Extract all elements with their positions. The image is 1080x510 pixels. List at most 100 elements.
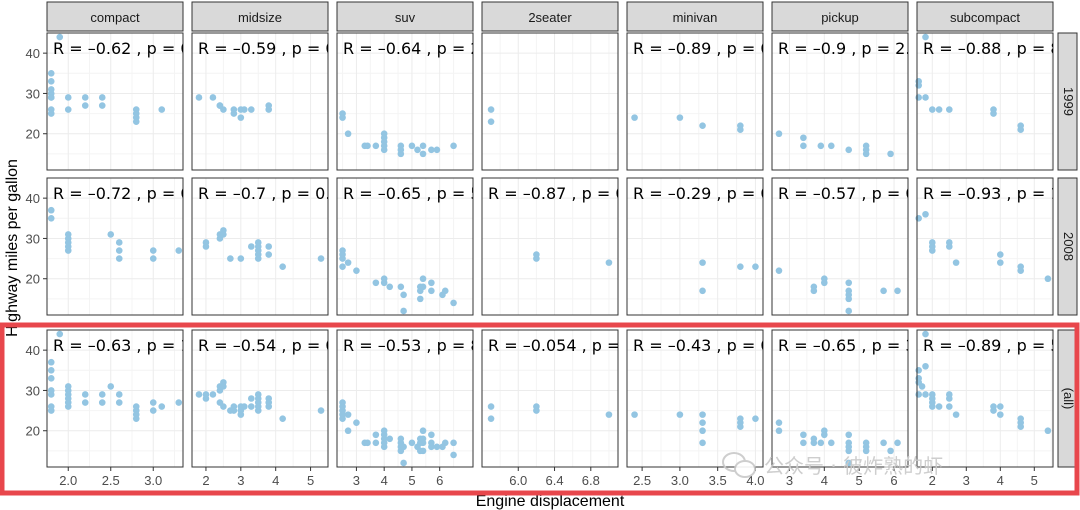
stat-label: R = –0.93 , p = 1.1: [923, 184, 1076, 203]
x-tick-label: 3.5: [709, 473, 727, 488]
data-point: [775, 427, 783, 435]
data-point: [344, 411, 352, 418]
y-tick-label: 20: [26, 127, 40, 142]
data-point: [894, 439, 901, 447]
stat-label: R = –0.89 , p = 0.0: [633, 39, 786, 58]
data-point: [81, 94, 89, 101]
data-point: [149, 255, 157, 262]
data-point: [433, 146, 441, 154]
data-point: [699, 411, 706, 418]
panel-subcompact-2008: R = –0.93 , p = 1.1: [915, 177, 1076, 316]
data-point: [64, 94, 72, 101]
data-point: [364, 142, 371, 150]
data-point: [339, 263, 346, 270]
data-point: [397, 435, 405, 443]
data-point: [397, 283, 405, 291]
x-tick-label: 5: [307, 473, 314, 488]
data-point: [419, 150, 427, 158]
data-point: [997, 259, 1004, 266]
data-point: [1044, 427, 1052, 435]
highlight-box-all-row: [0, 322, 1080, 496]
data-point: [98, 391, 106, 398]
data-point: [450, 299, 457, 307]
data-point: [845, 459, 853, 467]
data-point: [149, 407, 157, 414]
data-point: [935, 403, 943, 410]
data-point: [775, 130, 783, 138]
data-point: [47, 214, 55, 222]
x-tick-label: 5: [1031, 473, 1038, 488]
x-tick-label: 2.5: [633, 473, 651, 488]
data-point: [800, 134, 807, 142]
panel-suv-2008: R = –0.65 , p = 5.1: [336, 177, 474, 316]
x-tick-label: 3: [786, 473, 793, 488]
data-point: [845, 146, 853, 154]
data-point: [533, 407, 540, 414]
panel-minivan-2008: R = –0.29 , p = 0.6: [626, 177, 764, 316]
data-point: [699, 419, 706, 426]
data-point: [380, 279, 388, 287]
data-point: [1017, 415, 1024, 422]
data-point: [107, 231, 115, 238]
data-point: [98, 94, 106, 101]
data-point: [149, 399, 157, 406]
data-point: [817, 439, 825, 447]
row-strip-2008: [1057, 177, 1078, 316]
data-point: [56, 33, 64, 41]
x-tick-label: 5: [408, 473, 415, 488]
data-point: [115, 247, 123, 254]
data-point: [220, 403, 227, 410]
panel-2seater-2008: R = –0.87 , p = 0.3: [481, 177, 641, 316]
data-point: [202, 391, 210, 398]
data-point: [230, 110, 238, 117]
stat-label: R = –0.72 , p = 0.0: [53, 184, 206, 203]
row-strip-label: 1999: [1061, 87, 1076, 116]
data-point: [676, 411, 684, 418]
data-point: [344, 130, 352, 138]
row-strip-1999: [1057, 32, 1078, 171]
data-point: [935, 106, 943, 113]
data-point: [845, 431, 853, 439]
panel-minivan-1999: R = –0.89 , p = 0.0: [626, 32, 786, 171]
strip-label-2seater: 2seater: [528, 10, 572, 25]
data-point: [247, 243, 255, 250]
data-point: [821, 279, 828, 287]
data-point: [380, 146, 388, 154]
data-point: [1017, 423, 1024, 431]
data-point: [56, 330, 64, 338]
data-point: [952, 411, 960, 418]
stat-label: R = –0.89 , p = 5e: [923, 336, 1070, 355]
data-point: [64, 106, 72, 113]
data-point: [81, 391, 89, 398]
stat-label: R = –0.54 , p = 0.0: [198, 336, 351, 355]
data-point: [922, 33, 929, 41]
data-point: [990, 407, 997, 414]
data-point: [887, 447, 894, 455]
data-point: [533, 255, 540, 262]
data-point: [98, 102, 106, 109]
data-point: [845, 447, 853, 455]
strip-suv: [336, 1, 474, 32]
panel-compact-1999: R = –0.62 , p = 0.0: [46, 32, 184, 171]
stat-label: R = –0.7 , p = 0.00: [198, 184, 351, 203]
data-point: [115, 239, 123, 246]
data-point: [265, 243, 273, 250]
stat-label: R = –0.88 , p = 8.4: [923, 39, 1076, 58]
data-point: [428, 279, 435, 287]
data-point: [247, 106, 255, 113]
strip-label-subcompact: subcompact: [950, 10, 1020, 25]
stat-label: R = –0.054 , p = 0: [488, 336, 636, 355]
x-tick-label: 6.8: [582, 473, 600, 488]
stat-label: R = –0.87 , p = 0.3: [488, 184, 641, 203]
stat-label: R = –0.9 , p = 2.4e: [778, 39, 930, 58]
data-point: [47, 110, 55, 117]
x-tick-label: 5: [856, 473, 863, 488]
data-point: [922, 391, 929, 398]
data-point: [915, 214, 922, 222]
data-point: [1017, 126, 1024, 134]
data-point: [47, 387, 55, 394]
data-point: [631, 411, 638, 418]
panels-layer: compact R = –0.62 , p = 0.0 R = –0.72 , p …: [26, 1, 1078, 488]
data-point: [353, 267, 360, 274]
data-point: [419, 283, 427, 291]
